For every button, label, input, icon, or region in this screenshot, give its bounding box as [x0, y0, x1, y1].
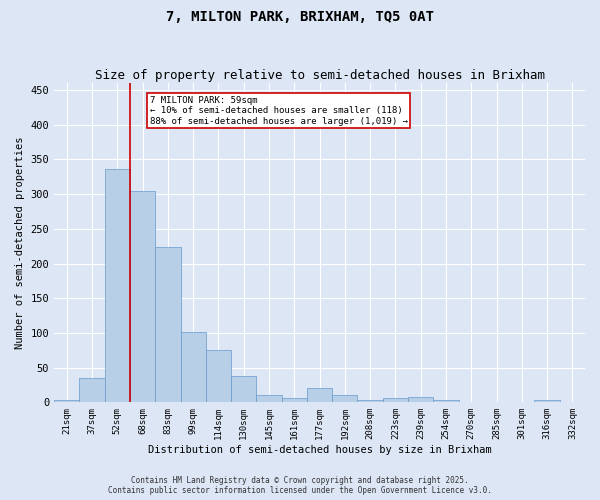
Text: Contains HM Land Registry data © Crown copyright and database right 2025.
Contai: Contains HM Land Registry data © Crown c…: [108, 476, 492, 495]
Bar: [256, 396, 281, 402]
Bar: [281, 398, 307, 402]
Bar: [383, 398, 408, 402]
Bar: [332, 396, 358, 402]
Bar: [408, 397, 433, 402]
Bar: [105, 168, 130, 402]
Bar: [181, 332, 206, 402]
Text: 7 MILTON PARK: 59sqm
← 10% of semi-detached houses are smaller (118)
88% of semi: 7 MILTON PARK: 59sqm ← 10% of semi-detac…: [150, 96, 408, 126]
Bar: [206, 350, 231, 403]
Bar: [130, 190, 155, 402]
Bar: [54, 400, 79, 402]
Bar: [231, 376, 256, 402]
X-axis label: Distribution of semi-detached houses by size in Brixham: Distribution of semi-detached houses by …: [148, 445, 491, 455]
Text: 7, MILTON PARK, BRIXHAM, TQ5 0AT: 7, MILTON PARK, BRIXHAM, TQ5 0AT: [166, 10, 434, 24]
Bar: [535, 400, 560, 402]
Title: Size of property relative to semi-detached houses in Brixham: Size of property relative to semi-detach…: [95, 69, 545, 82]
Bar: [155, 247, 181, 402]
Bar: [79, 378, 105, 402]
Bar: [358, 400, 383, 402]
Bar: [433, 400, 458, 402]
Bar: [307, 388, 332, 402]
Y-axis label: Number of semi-detached properties: Number of semi-detached properties: [15, 136, 25, 349]
